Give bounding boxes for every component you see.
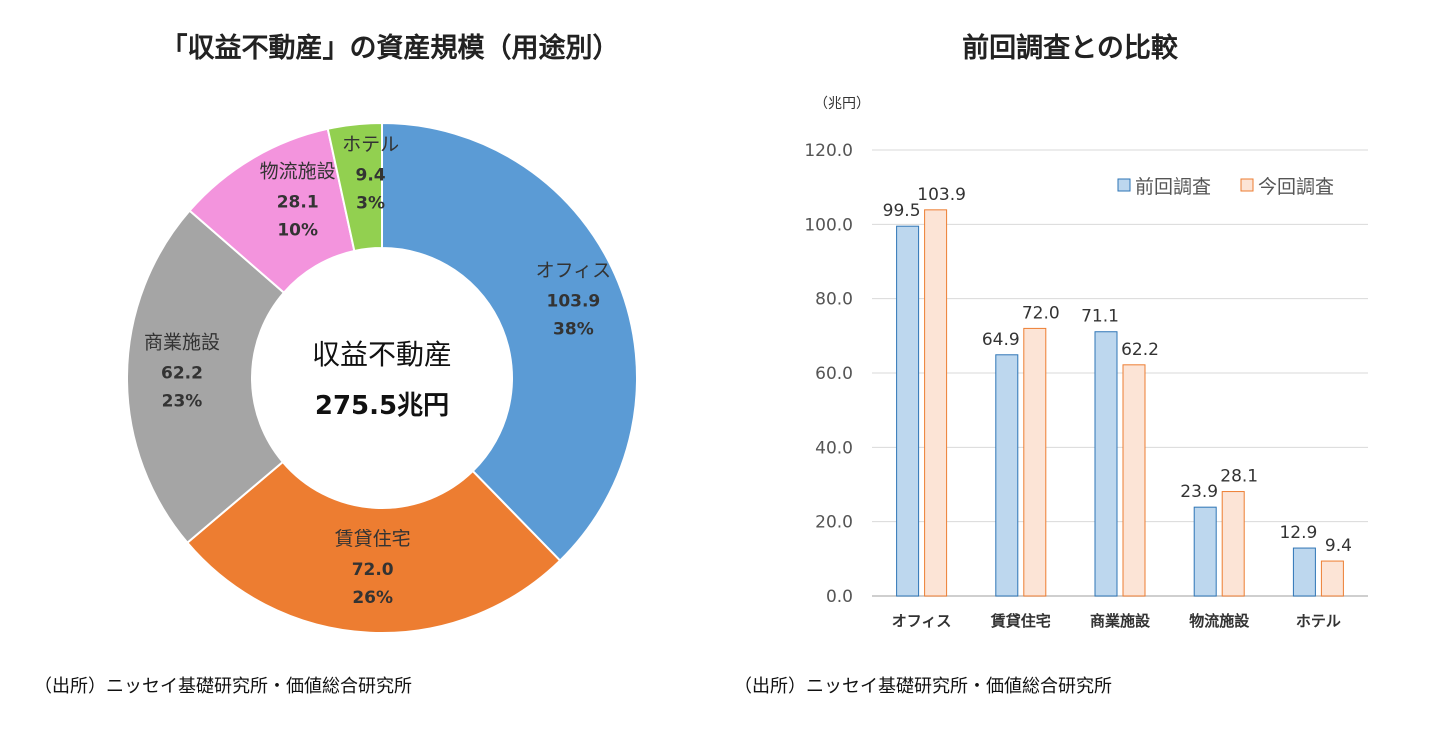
- bar-prev-1: [896, 225, 920, 597]
- legend-swatch-1: [1117, 178, 1131, 192]
- donut-chart-title: 「収益不動産」の資産規模（用途別）: [160, 33, 620, 64]
- bar-value-label-curr-1: 103.9: [917, 185, 966, 205]
- bar-value-label-prev-5: 12.9: [1279, 523, 1317, 543]
- slice-value-2: 72.0: [352, 560, 394, 580]
- bar-prev-2: [995, 354, 1019, 597]
- slice-value-4: 28.1: [277, 193, 319, 213]
- legend-label-2: 今回調査: [1258, 176, 1334, 198]
- bar-curr-3: [1122, 364, 1146, 597]
- donut-slice-1: [381, 121, 638, 562]
- donut-slice-2: [185, 460, 562, 634]
- x-tick-label-1: オフィス: [892, 612, 952, 630]
- bar-prev-4: [1193, 506, 1217, 597]
- donut-center-label: 収益不動産: [312, 338, 452, 371]
- slice-pct-1: 38%: [553, 320, 594, 340]
- slice-pct-3: 23%: [162, 392, 203, 412]
- bar-value-label-curr-5: 9.4: [1325, 536, 1352, 556]
- slice-value-5: 9.4: [356, 165, 386, 185]
- y-tick-label-0: 0.0: [826, 587, 853, 607]
- y-tick-label-6: 120.0: [804, 141, 853, 161]
- slice-label-2: 賃貸住宅: [335, 528, 411, 550]
- bar-source-note: （出所）ニッセイ基礎研究所・価値総合研究所: [734, 676, 1112, 697]
- slice-pct-4: 10%: [277, 221, 318, 241]
- slice-value-3: 62.2: [161, 364, 203, 384]
- bar-curr-1: [924, 209, 948, 597]
- slice-label-4: 物流施設: [260, 161, 336, 183]
- x-tick-label-4: 物流施設: [1189, 612, 1250, 630]
- y-tick-label-5: 100.0: [804, 215, 853, 235]
- bar-value-label-curr-3: 62.2: [1121, 340, 1159, 360]
- bar-curr-2: [1023, 327, 1047, 597]
- slice-label-3: 商業施設: [144, 332, 220, 354]
- bar-curr-4: [1221, 491, 1245, 597]
- legend-label-1: 前回調査: [1135, 176, 1211, 198]
- bar-value-label-curr-4: 28.1: [1220, 467, 1258, 487]
- y-axis-unit: （兆円）: [814, 96, 870, 112]
- donut-source-note: （出所）ニッセイ基礎研究所・価値総合研究所: [34, 676, 412, 697]
- slice-pct-5: 3%: [356, 193, 385, 213]
- slice-label-5: ホテル: [342, 133, 399, 155]
- bar-value-label-prev-4: 23.9: [1180, 482, 1218, 502]
- slice-value-1: 103.9: [546, 292, 600, 312]
- bar-value-label-curr-2: 72.0: [1022, 303, 1060, 323]
- bar-prev-3: [1094, 331, 1118, 597]
- bar-value-label-prev-3: 71.1: [1081, 307, 1119, 327]
- donut-slice-5: [326, 121, 383, 253]
- y-tick-label-4: 80.0: [815, 290, 853, 310]
- slice-pct-2: 26%: [352, 588, 393, 608]
- x-tick-label-2: 賃貸住宅: [990, 612, 1051, 630]
- y-tick-label-2: 40.0: [815, 438, 853, 458]
- slice-label-1: オフィス: [536, 260, 612, 282]
- y-tick-label-1: 20.0: [815, 513, 853, 533]
- legend-swatch-2: [1240, 178, 1254, 192]
- x-tick-label-5: ホテル: [1296, 612, 1341, 630]
- bar-value-label-prev-1: 99.5: [883, 201, 921, 221]
- donut-slice-3: [126, 209, 286, 545]
- bar-value-label-prev-2: 64.9: [982, 330, 1020, 350]
- donut-center-total: 275.5兆円: [315, 391, 449, 421]
- bar-chart-title: 前回調査との比較: [962, 33, 1178, 64]
- bar-curr-5: [1320, 560, 1344, 597]
- y-tick-label-3: 60.0: [815, 364, 853, 384]
- bar-prev-5: [1292, 547, 1316, 597]
- x-tick-label-3: 商業施設: [1090, 612, 1151, 630]
